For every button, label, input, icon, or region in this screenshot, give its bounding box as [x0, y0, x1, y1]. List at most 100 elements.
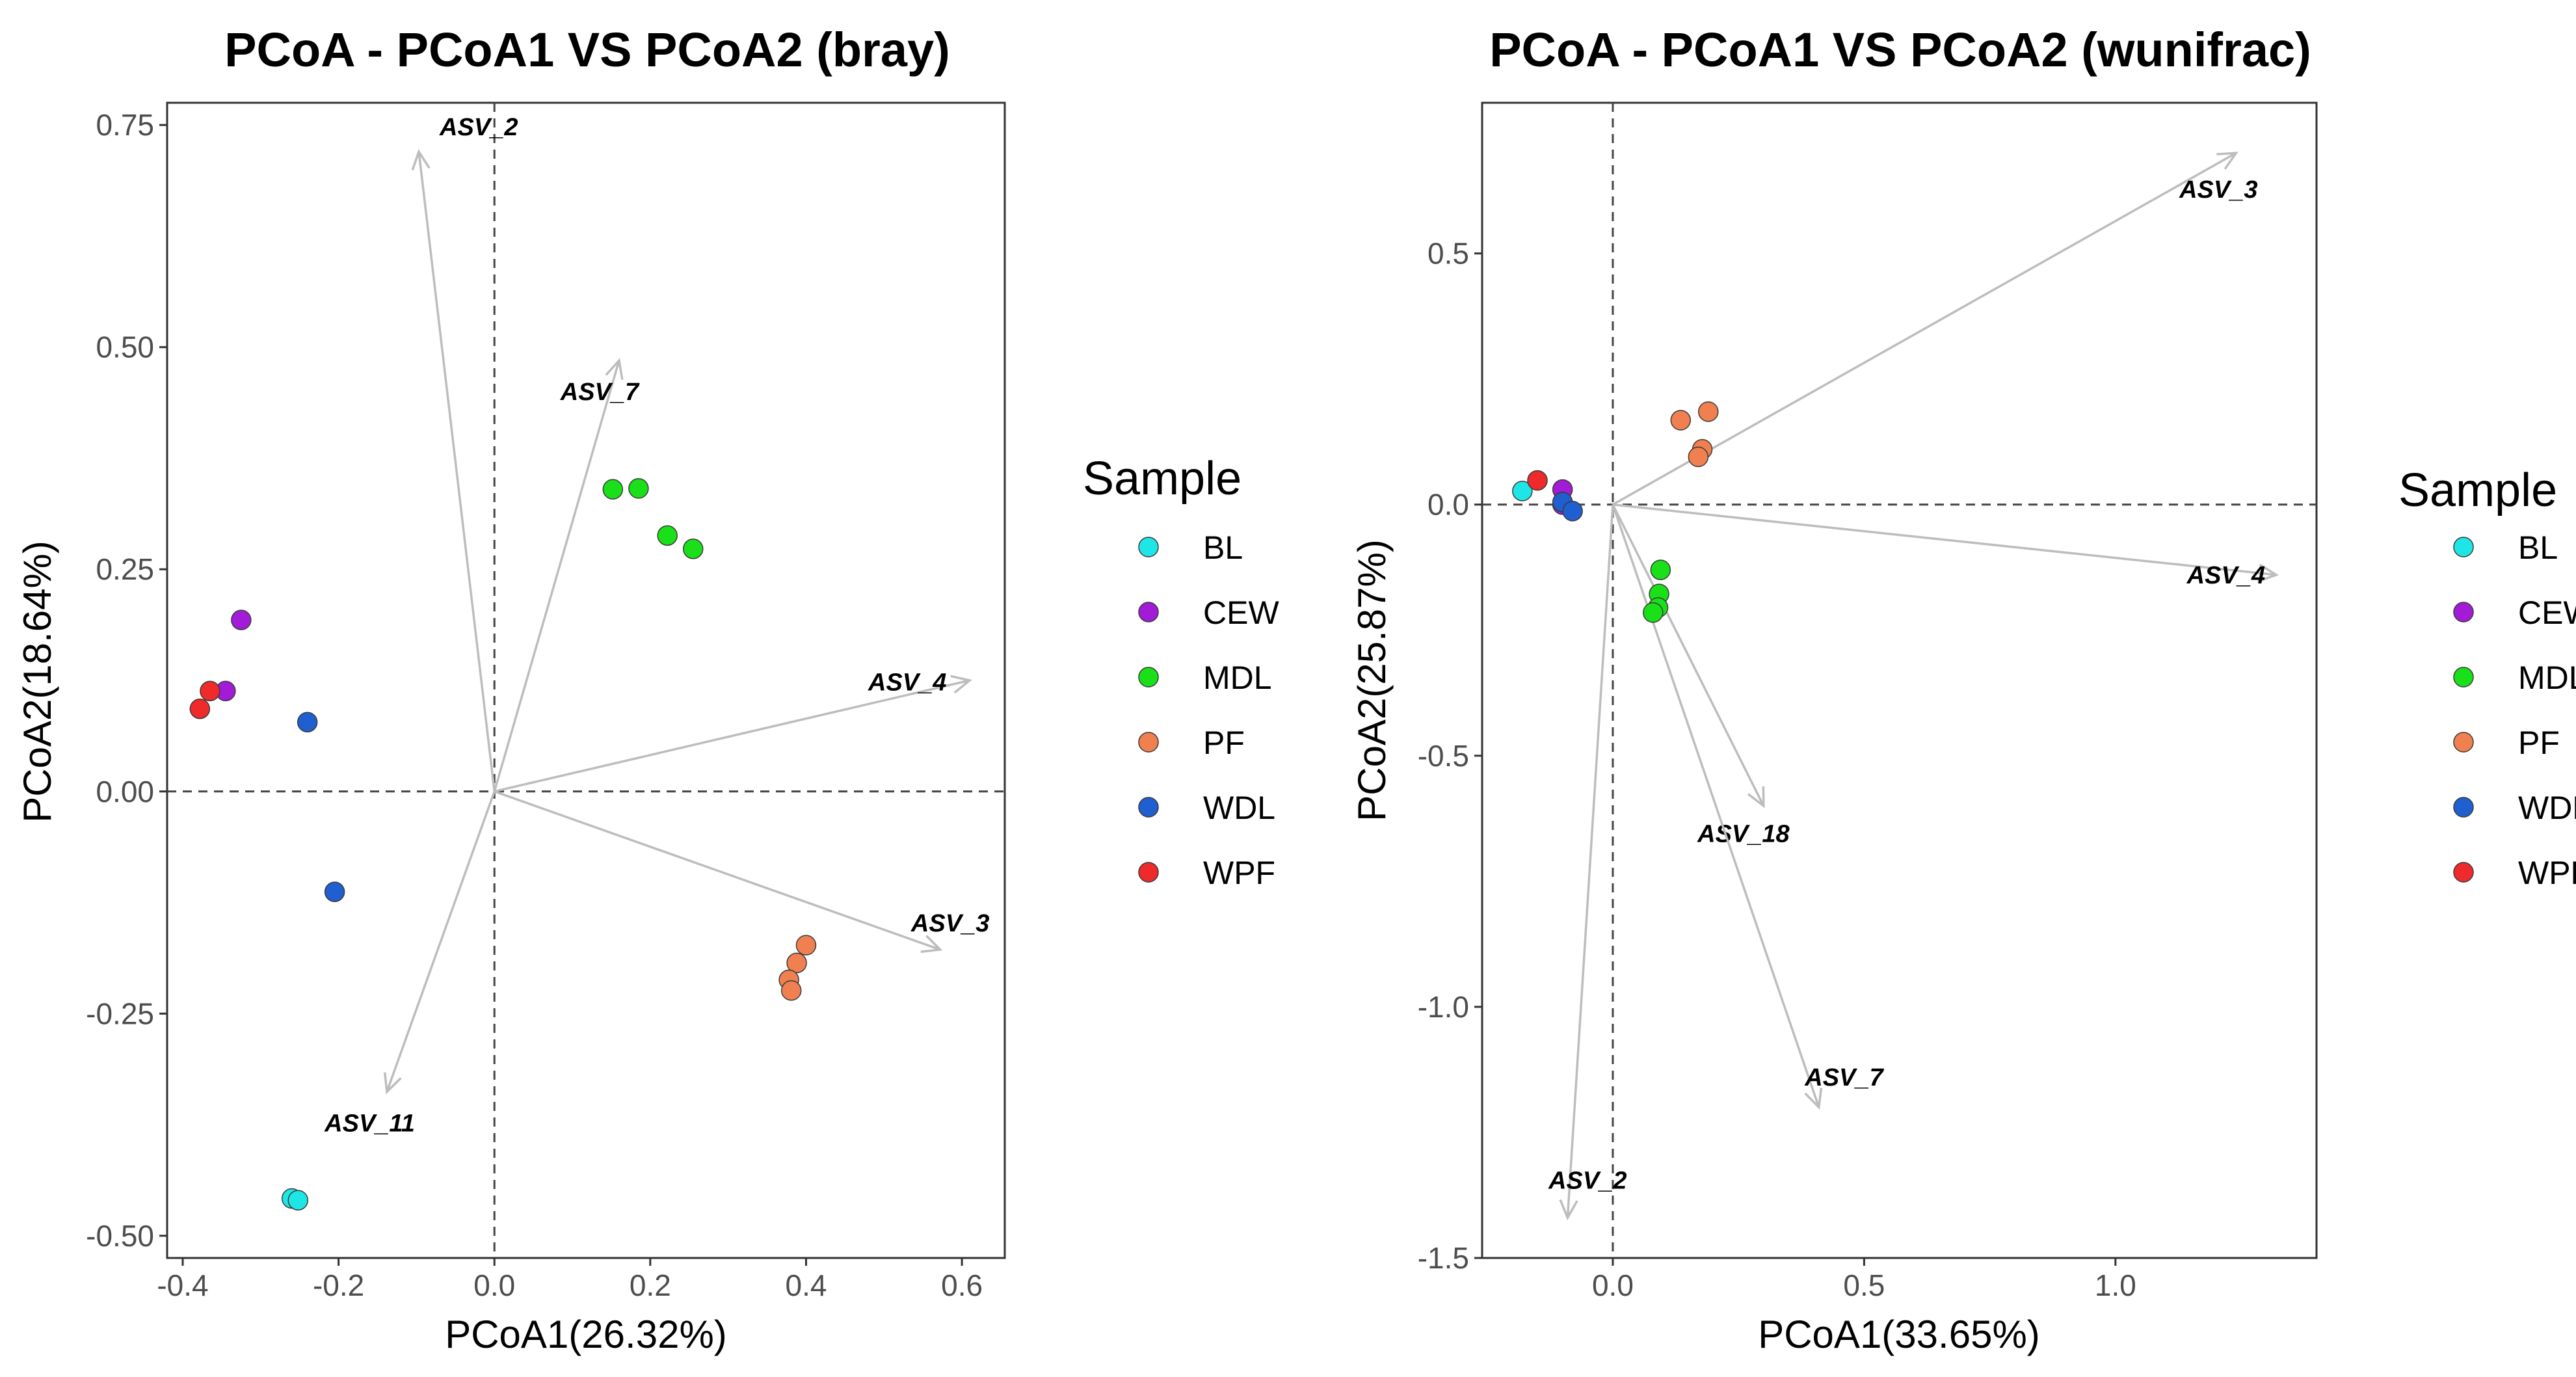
wunifrac-legend-key-wpf	[2453, 862, 2474, 883]
wunifrac-loading-arrow-asv-18	[1612, 503, 1765, 809]
bray-loading-arrow-asv-11-label: ASV_11	[324, 1110, 415, 1137]
bray-legend-label-mdl: MDL	[1203, 660, 1272, 696]
wunifrac-legend-key-cew	[2453, 602, 2474, 622]
bray-legend-label-wdl: WDL	[1203, 790, 1275, 826]
wunifrac-x-tick-label: 1.0	[2095, 1268, 2136, 1302]
bray-x-tick-label: 0.2	[630, 1268, 671, 1302]
wunifrac-point-pf	[1688, 446, 1709, 468]
wunifrac-loading-arrow-asv-3-label: ASV_3	[2179, 176, 2257, 204]
wunifrac-legend-label-mdl: MDL	[2518, 660, 2576, 696]
bray-y-tick-label: 0.75	[96, 108, 154, 142]
wunifrac-point-wdl	[1562, 501, 1583, 522]
bray-loading-arrow-asv-4-label: ASV_4	[868, 669, 946, 697]
bray-x-tick-label: 0.4	[785, 1268, 827, 1302]
bray-legend-label-bl: BL	[1203, 529, 1243, 566]
wunifrac-loading-arrow-asv-18-label: ASV_18	[1697, 821, 1790, 848]
wunifrac-legend-key-wdl	[2453, 797, 2474, 818]
wunifrac-loading-arrow-asv-2	[1559, 504, 1614, 1221]
wunifrac-legend-label-wpf: WPF	[2518, 855, 2576, 891]
wunifrac-loading-arrow-asv-2-label: ASV_2	[1548, 1167, 1627, 1194]
bray-loading-arrow-asv-7	[493, 358, 624, 792]
wunifrac-point-pf	[1670, 410, 1692, 431]
wunifrac-point-pf	[1698, 401, 1719, 422]
bray-x-tick-label: -0.2	[313, 1268, 364, 1302]
bray-x-tick-label: 0.6	[941, 1268, 983, 1302]
wunifrac-y-axis-label: PCoA2(25.87%)	[1350, 539, 1394, 822]
bray-x-tick-label: -0.4	[157, 1268, 208, 1302]
bray-legend: Sample BL CEW MDL PF WDL WPF	[1083, 453, 1279, 891]
wunifrac-legend-label-cew: CEW	[2518, 595, 2576, 631]
wunifrac-x-axis-label: PCoA1(33.65%)	[1758, 1313, 2040, 1356]
wunifrac-point-mdl	[1643, 602, 1664, 623]
wunifrac-legend-items: BL CEW MDL PF WDL WPF	[2453, 529, 2576, 891]
bray-legend-items: BL CEW MDL PF WDL WPF	[1138, 529, 1279, 891]
wunifrac-loading-arrow-asv-4	[1612, 503, 2279, 583]
bray-legend-key-mdl	[1138, 667, 1159, 688]
wunifrac-legend-label-bl: BL	[2518, 529, 2558, 566]
bray-loading-arrow-asv-7-label: ASV_7	[560, 379, 640, 406]
bray-axis-ticks: -0.4 -0.2 0.0 0.2 0.4 0.6 -0.50 -0.25 0.00 0.25 0.…	[86, 108, 983, 1302]
bray-sample-points	[189, 478, 817, 1210]
wunifrac-axis-ticks: 0.0 0.5 1.0 -1.5 -1.0 -0.5 0.0 0.5	[1418, 237, 2136, 1302]
bray-point-mdl	[682, 539, 704, 559]
bray-legend-key-pf	[1138, 732, 1159, 753]
bray-loading-arrow-asv-4	[494, 675, 972, 793]
wunifrac-chart-title: PCoA - PCoA1 VS PCoA2 (wunifrac)	[1489, 23, 2311, 77]
wunifrac-loading-arrow-asv-7	[1612, 504, 1823, 1110]
wunifrac-legend-key-bl	[2453, 537, 2474, 557]
bray-y-tick-label: -0.25	[86, 996, 154, 1030]
wunifrac-loading-arrow-asv-7-label: ASV_7	[1804, 1064, 1884, 1091]
wunifrac-loading-arrow-asv-3	[1612, 152, 2238, 506]
bray-point-cew	[231, 609, 252, 630]
wunifrac-x-tick-label: 0.0	[1592, 1268, 1634, 1302]
wunifrac-y-tick-label: -1.5	[1418, 1241, 1469, 1275]
bray-x-tick-label: 0.0	[473, 1268, 515, 1302]
bray-legend-title: Sample	[1083, 453, 1242, 505]
wunifrac-y-tick-label: 0.0	[1427, 488, 1469, 522]
bray-legend-key-wpf	[1138, 862, 1159, 883]
bray-point-mdl	[628, 478, 649, 499]
bray-y-tick-label: 0.25	[96, 552, 154, 586]
bray-loading-arrow-asv-11	[383, 791, 496, 1095]
bray-loading-arrows: ASV_2 ASV_7 ASV_4 ASV_3 ASV_11	[324, 114, 989, 1137]
wunifrac-legend-label-wdl: WDL	[2518, 790, 2576, 826]
bray-y-tick-label: -0.50	[86, 1219, 154, 1253]
wunifrac-point-wpf	[1527, 470, 1548, 491]
wunifrac-y-tick-label: 0.5	[1427, 237, 1469, 271]
bray-y-axis-label: PCoA2(18.64%)	[16, 541, 59, 823]
wunifrac-y-tick-label: -0.5	[1418, 739, 1469, 773]
wunifrac-legend-title: Sample	[2398, 464, 2557, 516]
bray-loading-arrow-asv-2-label: ASV_2	[439, 114, 518, 141]
wunifrac-pcoa-panel: PCoA - PCoA1 VS PCoA2 (wunifrac) 0.0 0.5 1…	[1350, 23, 2318, 1356]
bray-legend-label-wpf: WPF	[1203, 855, 1275, 891]
bray-y-tick-label: 0.50	[96, 330, 154, 364]
bray-point-mdl	[657, 525, 678, 546]
bray-zero-lines	[167, 103, 1005, 1258]
wunifrac-y-tick-label: -1.0	[1418, 990, 1469, 1024]
bray-point-bl	[287, 1190, 309, 1210]
wunifrac-legend-key-mdl	[2453, 667, 2474, 688]
bray-legend-key-cew	[1138, 602, 1159, 622]
bray-point-wpf	[200, 680, 220, 702]
bray-point-pf	[786, 952, 807, 974]
bray-legend-key-bl	[1138, 537, 1159, 557]
bray-point-pf	[780, 980, 802, 1001]
bray-plot-border	[166, 101, 1006, 1259]
bray-legend-label-pf: PF	[1203, 725, 1245, 761]
wunifrac-loading-arrows: ASV_3 ASV_4 ASV_18 ASV_7 ASV_2	[1548, 152, 2279, 1221]
bray-y-tick-label: 0.00	[96, 775, 154, 809]
bray-loading-arrow-asv-3	[494, 790, 943, 953]
bray-legend-label-cew: CEW	[1203, 595, 1279, 631]
bray-point-wpf	[189, 698, 211, 719]
bray-legend-key-wdl	[1138, 797, 1159, 818]
wunifrac-point-mdl	[1650, 559, 1671, 580]
bray-point-wdl	[324, 881, 345, 902]
bray-x-axis-label: PCoA1(26.32%)	[445, 1313, 727, 1356]
wunifrac-x-tick-label: 0.5	[1843, 1268, 1885, 1302]
wunifrac-sample-points	[1512, 401, 1719, 623]
bray-point-pf	[795, 935, 817, 956]
bray-pcoa-panel: PCoA - PCoA1 VS PCoA2 (bray) -0.4 -0.2 0.0…	[16, 23, 1006, 1356]
wunifrac-loading-arrow-asv-4-label: ASV_4	[2186, 562, 2265, 589]
bray-loading-arrow-asv-2	[411, 149, 496, 792]
bray-point-wdl	[297, 712, 318, 732]
